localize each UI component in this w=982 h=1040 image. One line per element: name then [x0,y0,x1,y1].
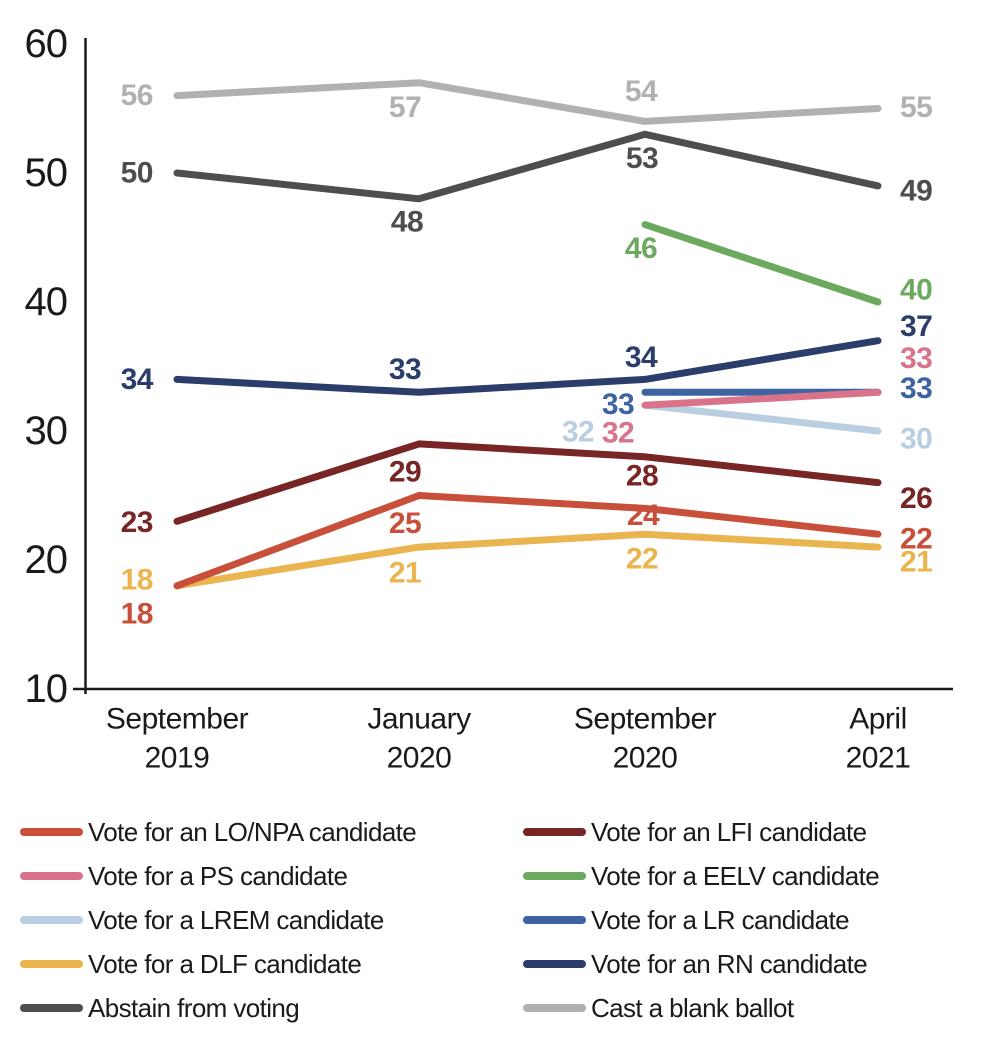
data-label-blank: 55 [900,91,932,124]
legend-entry-blank: Cast a blank ballot [523,986,794,1030]
legend-label: Vote for an LO/NPA candidate [88,816,417,847]
legend-swatch-lrem [20,916,83,924]
line-chart: 60 50 40 30 20 10 September 2019 January 2020 Sept… [25,22,953,775]
x-tick-label-month: April [849,703,907,736]
data-label-lrem: 32 [562,416,594,449]
y-tick-label: 30 [25,409,68,453]
legend-label: Vote for a LR candidate [591,904,850,935]
series-line-rn [173,337,882,396]
data-label-rn: 34 [121,363,154,396]
series-line-dlf [173,530,882,590]
y-tick-label: 10 [25,667,68,711]
legend-swatch-rn [523,960,586,968]
series-line-blank [173,79,882,125]
legend-label: Abstain from voting [88,992,300,1023]
y-tick-label: 50 [25,151,68,195]
data-label-abstain: 48 [391,205,423,238]
y-tick-label: 60 [25,22,68,66]
x-tick-label-year: 2020 [613,742,678,775]
legend-entry-ps: Vote for a PS candidate [20,854,348,898]
y-tick-label: 20 [25,538,68,582]
data-label-blank: 54 [625,75,658,108]
legend-label: Vote for an RN candidate [591,948,868,979]
legend-entry-rn: Vote for an RN candidate [523,942,868,986]
series-line-lfi [173,440,882,525]
data-label-blank: 56 [121,79,153,112]
y-tick-label: 40 [25,280,68,324]
data-label-rn: 33 [389,353,421,386]
legend-label: Vote for an LFI candidate [591,816,867,847]
data-label-abstain: 49 [900,174,932,207]
legend-label: Vote for a DLF candidate [88,948,362,979]
legend-entry-dlf: Vote for a DLF candidate [20,942,362,986]
legend-swatch-eelv [523,872,586,880]
legend-label: Vote for a LREM candidate [88,904,384,935]
legend-swatch-ps [20,872,83,880]
data-label-rn: 34 [625,341,658,374]
data-label-rn: 37 [900,310,932,343]
series-line-lrem [641,401,882,435]
data-label-lfi: 28 [626,459,658,492]
legend-swatch-lonpa [20,828,83,836]
series-line-abstain [173,130,882,203]
data-label-eelv: 40 [900,274,932,307]
series-line-eelv [641,221,882,306]
data-label-dlf: 21 [389,557,421,590]
x-tick-label-month: September [574,703,717,736]
legend-entry-eelv: Vote for a EELV candidate [523,854,880,898]
data-label-abstain: 53 [626,142,658,175]
legend-entry-lfi: Vote for an LFI candidate [523,810,867,854]
data-label-ps: 33 [900,342,932,375]
data-label-dlf: 18 [121,563,153,596]
legend-swatch-abstain [20,1004,83,1012]
data-label-lfi: 23 [121,506,153,539]
x-tick-label-month: September [106,703,249,736]
data-label-blank: 57 [389,91,421,124]
x-tick-label-year: 2020 [387,742,452,775]
chart-legend: Vote for an LO/NPA candidate Vote for a P… [0,810,982,1030]
data-label-lonpa: 25 [389,507,421,540]
legend-entry-lrem: Vote for a LREM candidate [20,898,384,942]
legend-label: Vote for a PS candidate [88,860,348,891]
legend-label: Cast a blank ballot [591,992,794,1023]
data-label-dlf: 22 [626,543,658,576]
data-label-lfi: 29 [389,455,421,488]
legend-label: Vote for a EELV candidate [591,860,880,891]
legend-entry-lonpa: Vote for an LO/NPA candidate [20,810,417,854]
data-label-lonpa: 22 [900,523,932,556]
data-label-lfi: 26 [900,482,932,515]
legend-swatch-dlf [20,960,83,968]
series-line-lonpa [173,492,882,590]
legend-entry-abstain: Abstain from voting [20,986,300,1030]
x-tick-label-year: 2021 [846,742,911,775]
legend-swatch-lr [523,916,586,924]
data-label-lonpa: 18 [121,597,153,630]
data-label-abstain: 50 [121,157,153,190]
data-label-lonpa: 24 [627,499,660,532]
legend-entry-lr: Vote for a LR candidate [523,898,850,942]
data-label-eelv: 46 [625,232,657,265]
x-tick-label-year: 2019 [145,742,210,775]
legend-swatch-lfi [523,828,586,836]
data-label-dlf: 21 [900,546,932,579]
legend-swatch-blank [523,1004,586,1012]
data-label-lrem: 30 [900,423,932,456]
data-label-lr: 33 [602,388,634,421]
data-label-ps: 32 [602,417,634,450]
series-line-ps [641,388,882,409]
data-label-lr: 33 [900,372,932,405]
x-tick-label-month: January [367,703,471,736]
